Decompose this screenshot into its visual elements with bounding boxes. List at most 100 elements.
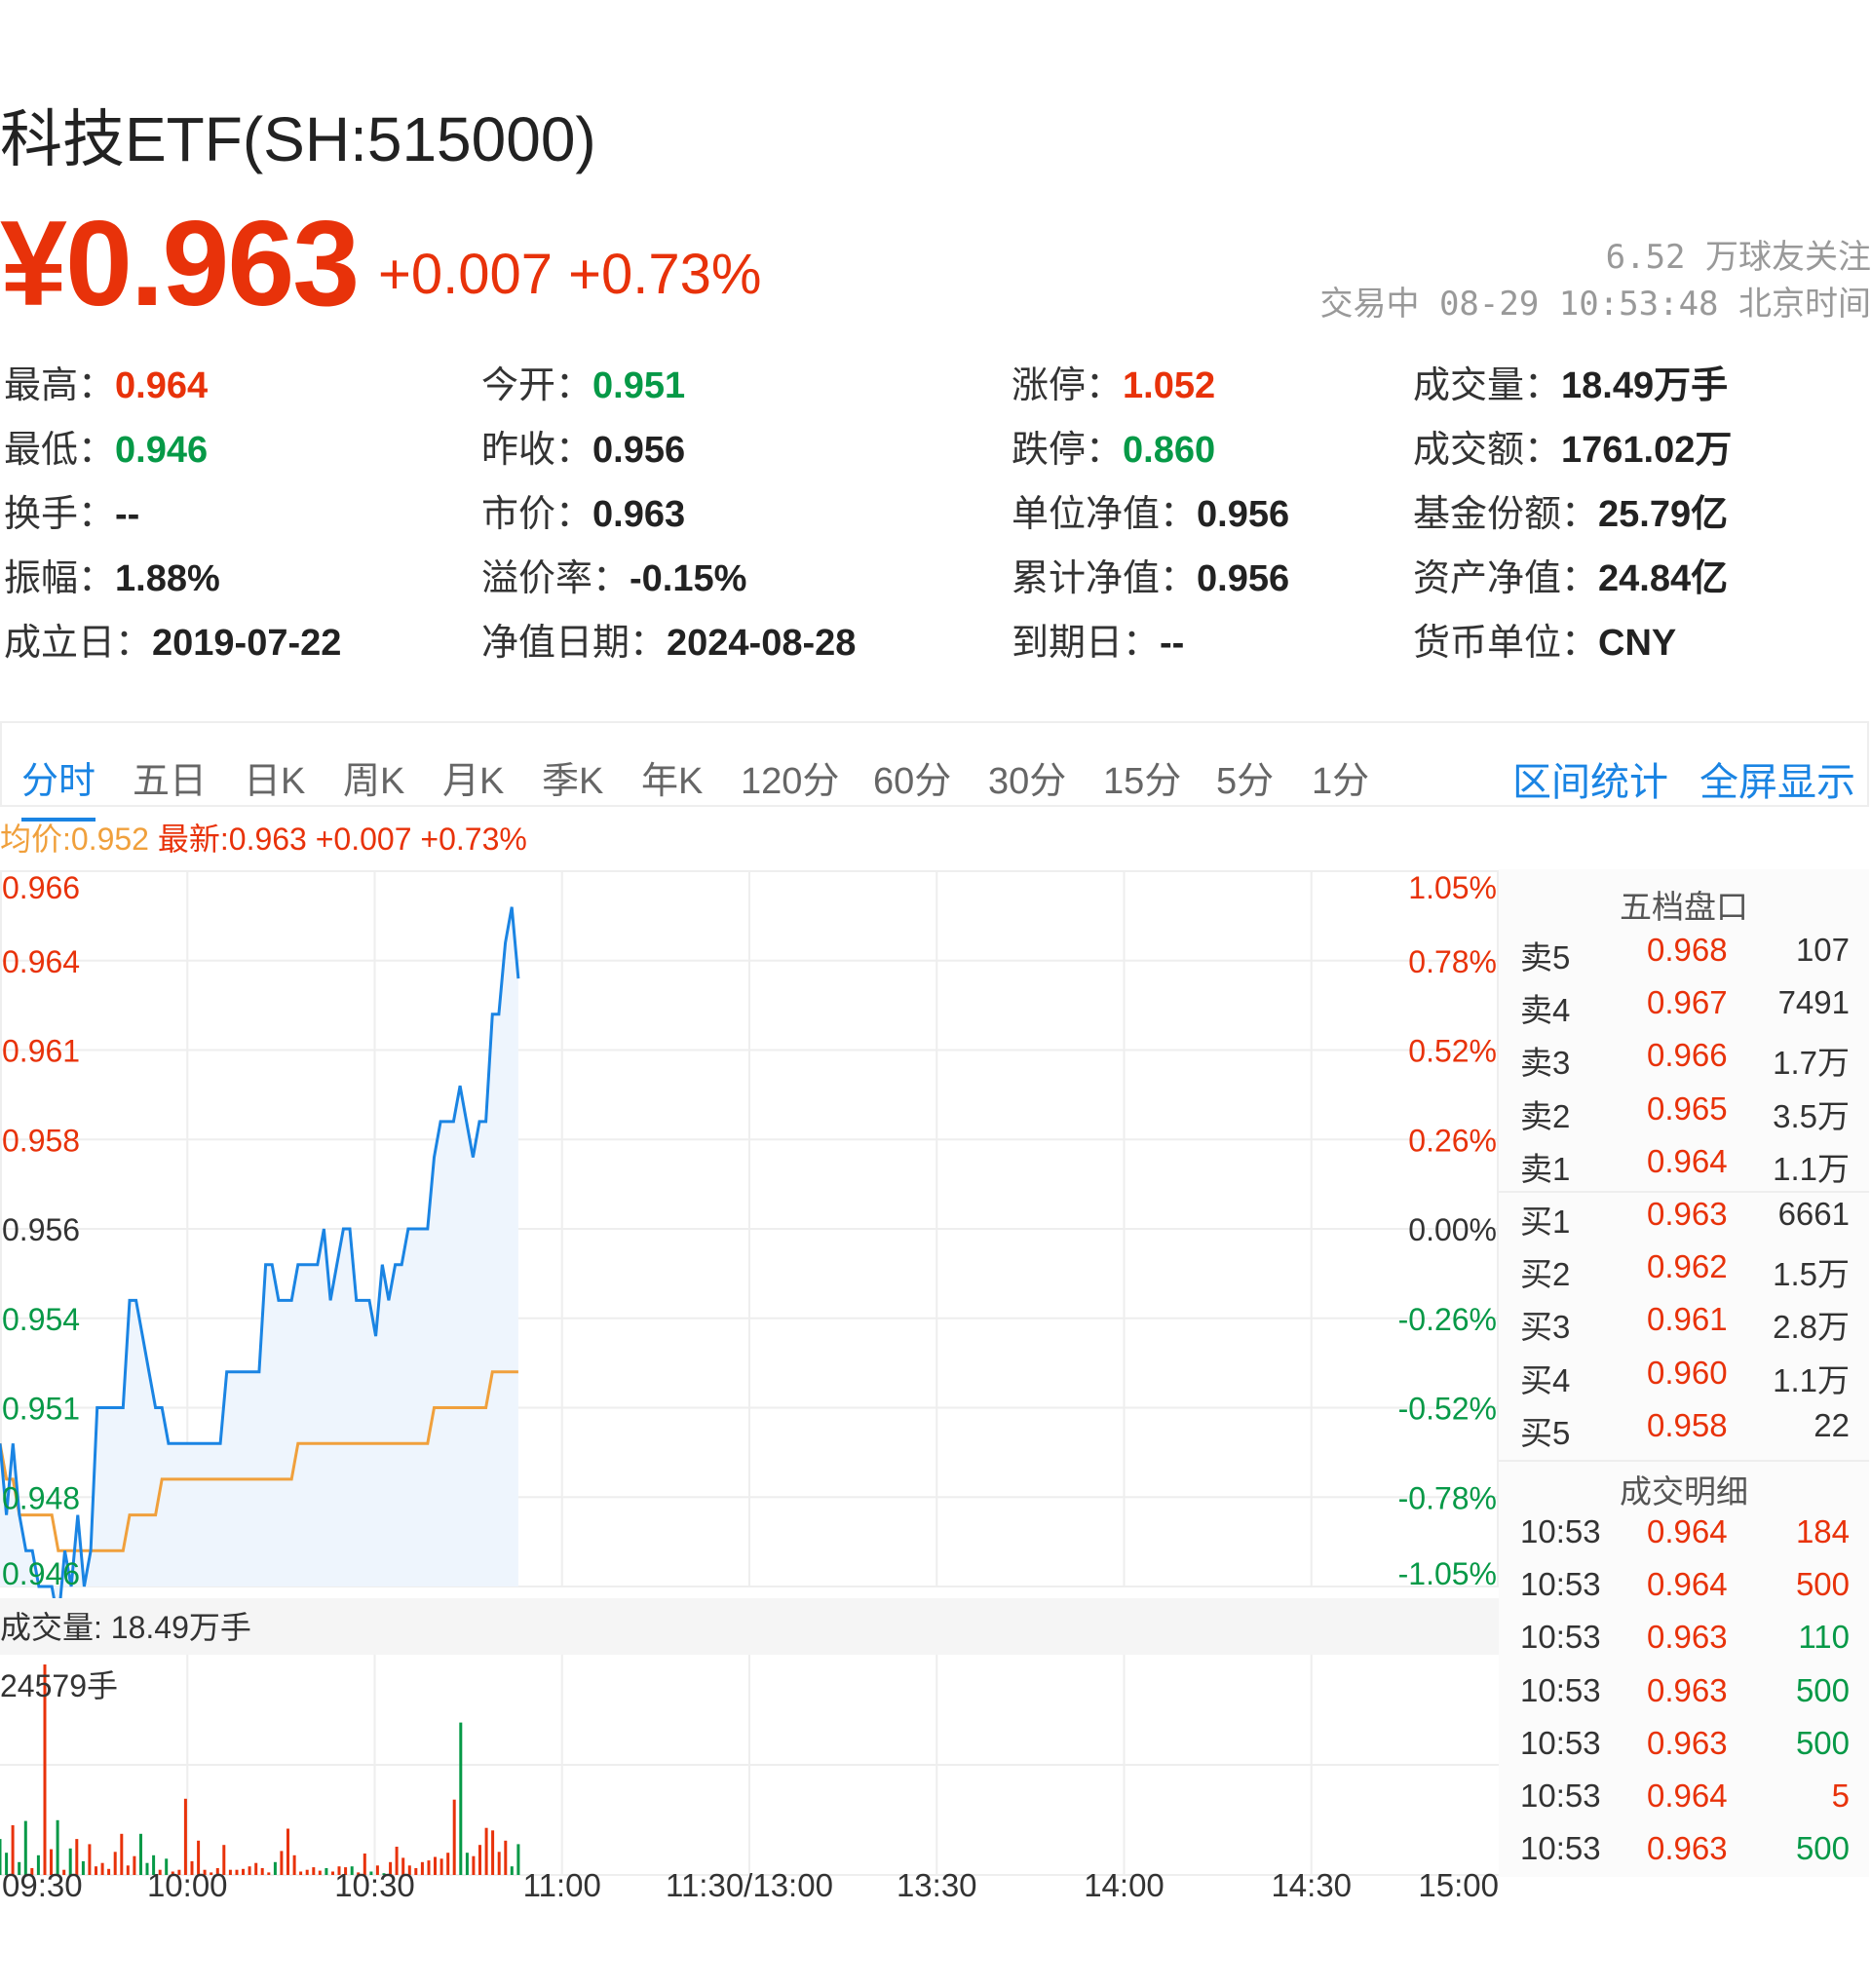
volume-bar <box>286 1828 289 1875</box>
volume-bar <box>95 1866 97 1875</box>
trade-row: 10:53 0.963 110 <box>1520 1619 1850 1662</box>
volume-bar <box>504 1840 508 1875</box>
tab-monthly-k[interactable]: 月K <box>442 761 505 802</box>
ask-row[interactable]: 卖5 0.968 107 <box>1520 932 1850 975</box>
volume-bar <box>395 1847 399 1875</box>
range-stats-button[interactable]: 区间统计 <box>1512 761 1668 804</box>
side-panel-bg <box>1499 869 1869 1877</box>
volume-bar <box>407 1865 411 1875</box>
y-pct-axis-labels: 1.05% 0.78% 0.52% 0.26% 0.00% -0.26% -0.52% -0.… <box>1398 870 1497 1591</box>
trade-time: 10:53 <box>1520 1724 1601 1761</box>
stat-currency: 货币单位：CNY <box>1413 612 1676 666</box>
tab-five-day[interactable]: 五日 <box>133 761 208 802</box>
volume-bar <box>183 1798 187 1875</box>
volume-bar <box>389 1861 393 1875</box>
stat-value: CNY <box>1598 623 1677 664</box>
volume-bar <box>235 1869 239 1875</box>
volume-bar <box>382 1873 386 1875</box>
volume-peak-label: 24579手 <box>0 1668 118 1703</box>
legend-avg-price: 均价:0.952 <box>0 822 149 857</box>
stat-maturity: 到期日：-- <box>1012 612 1184 666</box>
level-price: 0.965 <box>1647 1090 1728 1127</box>
volume-bar <box>459 1722 463 1875</box>
volume-bar <box>36 1854 40 1875</box>
y-tick-label: 0.966 <box>2 870 80 905</box>
level-label: 买1 <box>1520 1204 1571 1240</box>
y-tick-label: 0.946 <box>2 1556 80 1591</box>
x-tick-label: 13:30 <box>897 1867 977 1903</box>
y-tick-label: 0.964 <box>2 944 80 979</box>
ask-row[interactable]: 卖4 0.967 7491 <box>1520 984 1850 1028</box>
bid-row[interactable]: 买4 0.960 1.1万 <box>1520 1355 1850 1398</box>
tab-60min[interactable]: 60分 <box>873 761 952 802</box>
ask-row[interactable]: 卖3 0.966 1.7万 <box>1520 1037 1850 1081</box>
stat-label: 基金份额： <box>1413 494 1599 535</box>
chart-legend: 均价:0.952 最新:0.963 +0.007 +0.73% <box>0 815 527 860</box>
y-pct-tick-label: 0.52% <box>1408 1034 1497 1069</box>
stat-value: 25.79亿 <box>1598 494 1729 535</box>
tab-1min[interactable]: 1分 <box>1312 761 1370 802</box>
volume-bar <box>248 1866 251 1875</box>
tab-daily-k[interactable]: 日K <box>244 761 306 802</box>
volume-bar <box>446 1853 450 1875</box>
tab-yearly-k[interactable]: 年K <box>641 761 704 802</box>
stat-label: 市价： <box>481 494 593 535</box>
stat-label: 到期日： <box>1012 623 1161 664</box>
volume-bar <box>497 1852 501 1875</box>
volume-bar <box>203 1869 207 1875</box>
volume-bar <box>152 1854 156 1875</box>
trade-row: 10:53 0.964 500 <box>1520 1566 1850 1609</box>
level-price: 0.958 <box>1647 1406 1728 1443</box>
volume-bar <box>177 1869 181 1875</box>
tab-intraday[interactable]: 分时 <box>21 750 96 822</box>
stat-fund-shares: 基金份额：25.79亿 <box>1413 483 1728 537</box>
trade-price: 0.964 <box>1647 1513 1728 1549</box>
followers-count[interactable]: 6.52 万球友关注 <box>1605 238 1871 277</box>
legend-latest-price: 最新:0.963 +0.007 +0.73% <box>157 822 527 857</box>
volume-bar <box>23 1820 27 1875</box>
stat-label: 昨收： <box>481 430 593 471</box>
tab-15min[interactable]: 15分 <box>1103 761 1182 802</box>
stock-title: 科技ETF(SH:515000) <box>0 104 596 174</box>
level-label: 买2 <box>1520 1256 1571 1293</box>
stat-low: 最低：0.946 <box>4 419 208 473</box>
bid-row[interactable]: 买2 0.962 1.5万 <box>1520 1248 1850 1292</box>
stat-volume: 成交量：18.49万手 <box>1413 355 1728 408</box>
level-qty: 3.5万 <box>1773 1097 1850 1134</box>
stat-label: 资产净值： <box>1413 558 1599 599</box>
tab-5min[interactable]: 5分 <box>1216 761 1275 802</box>
volume-bar <box>357 1872 361 1875</box>
volume-bar <box>472 1855 476 1875</box>
trade-qty: 184 <box>1795 1513 1850 1549</box>
stat-label: 换手： <box>4 494 116 535</box>
stat-value: 0.956 <box>592 430 686 471</box>
order-book-title: 五档盘口 <box>1620 889 1748 925</box>
bid-row[interactable]: 买5 0.958 22 <box>1520 1406 1850 1451</box>
level-label: 买3 <box>1520 1309 1571 1346</box>
stat-value: 0.951 <box>592 365 686 406</box>
tab-30min[interactable]: 30分 <box>988 761 1067 802</box>
volume-bar <box>292 1854 296 1875</box>
tab-weekly-k[interactable]: 周K <box>343 761 405 802</box>
stat-limit-down: 跌停：0.860 <box>1012 419 1215 473</box>
volume-bar <box>120 1833 124 1875</box>
intraday-chart[interactable]: 0.966 0.964 0.961 0.958 0.956 0.954 0.951 0.948… <box>0 861 1501 1904</box>
fullscreen-button[interactable]: 全屏显示 <box>1699 761 1855 804</box>
y-pct-tick-label: 0.78% <box>1408 944 1497 979</box>
ask-row[interactable]: 卖2 0.965 3.5万 <box>1520 1090 1850 1134</box>
volume-bar <box>331 1871 334 1875</box>
tab-quarterly-k[interactable]: 季K <box>542 761 604 802</box>
ask-row[interactable]: 卖1 0.964 1.1万 <box>1520 1143 1850 1187</box>
stat-label: 最低： <box>4 430 116 471</box>
volume-bar <box>427 1860 431 1875</box>
stat-label: 今开： <box>481 365 593 406</box>
trade-row: 10:53 0.964 184 <box>1520 1513 1850 1556</box>
volume-bar <box>510 1866 514 1875</box>
chart-period-tabs: 分时 五日 日K 周K 月K 季K 年K 120分 60分 30分 15分 5分… <box>0 721 1869 822</box>
tab-120min[interactable]: 120分 <box>741 761 840 802</box>
volume-bar <box>5 1853 9 1875</box>
volume-bar <box>197 1840 201 1875</box>
bid-row[interactable]: 买3 0.961 2.8万 <box>1520 1301 1850 1345</box>
volume-bar <box>75 1839 79 1875</box>
bid-row[interactable]: 买1 0.963 6661 <box>1520 1196 1850 1240</box>
